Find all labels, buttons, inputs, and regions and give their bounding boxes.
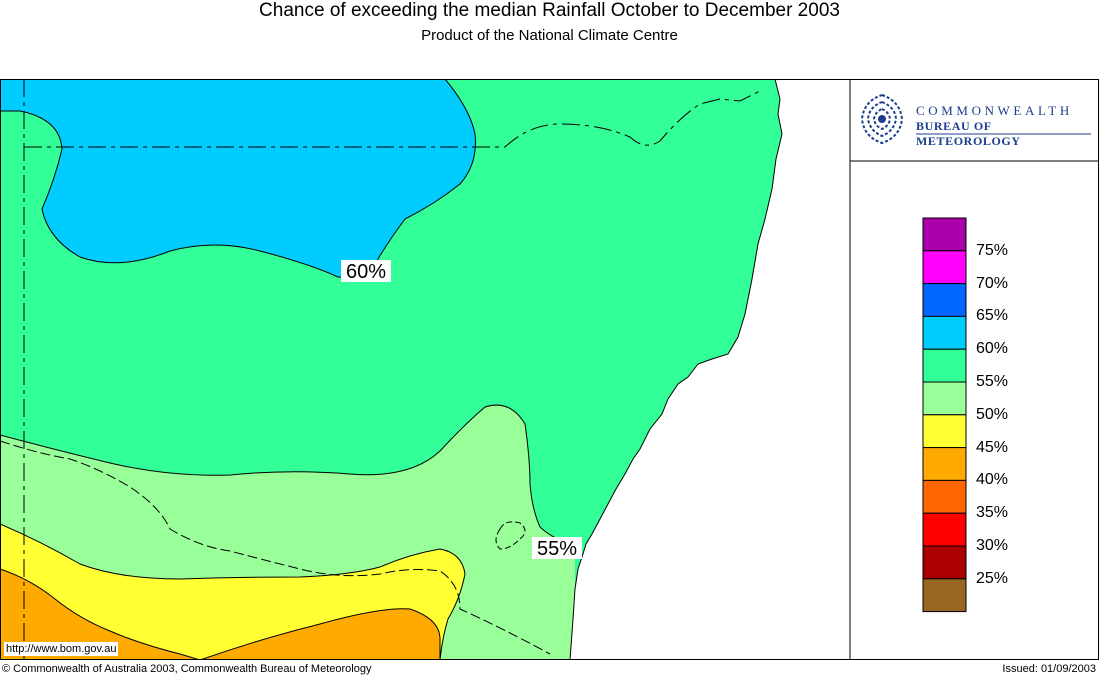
contour-label-55-bg (532, 537, 582, 559)
legend-label: 30% (976, 537, 1009, 554)
legend-swatch (922, 217, 967, 252)
map-panel: 60% 55% (0, 79, 1099, 660)
state-borders (0, 79, 761, 660)
map-title: Chance of exceeding the median Rainfall … (259, 0, 840, 21)
legend-swatch (922, 250, 967, 285)
logo-commonwealth-text: COMMONWEALTH (916, 103, 1073, 118)
legend-swatch (922, 578, 967, 613)
legend-label: 25% (976, 569, 1009, 587)
issued-date: Issued: 01/09/2003 (1002, 663, 1096, 675)
legend-label: 70% (976, 274, 1009, 292)
contour-label-60-bg (341, 260, 391, 282)
legend-label: 75% (976, 241, 1009, 259)
band-40-45-east (200, 608, 440, 660)
legend-swatch (922, 381, 967, 416)
legend-label: 60% (976, 340, 1009, 358)
ocean (570, 79, 850, 660)
coastline (569, 79, 783, 660)
copyright-text: © Commonwealth of Australia 2003, Common… (2, 663, 372, 675)
band-40-45 (0, 569, 200, 660)
legend-swatches (922, 217, 967, 613)
band-55-60-inlet (0, 111, 62, 209)
legend-swatch (922, 348, 967, 383)
legend-swatch (922, 414, 967, 449)
contour-lines (0, 79, 576, 660)
legend-label: 65% (976, 307, 1009, 325)
logo-bureau-text: BUREAU OF METEOROLOGY (916, 119, 1021, 148)
legend-swatch (922, 479, 967, 514)
map-subtitle: Product of the National Climate Centre (421, 27, 678, 44)
legend-label: 45% (976, 438, 1009, 456)
bom-url-link[interactable]: http://www.bom.gov.au (4, 642, 119, 656)
legend-label: 55% (976, 373, 1009, 390)
legend-swatch (922, 512, 967, 547)
legend-label: 50% (976, 405, 1009, 423)
legend-swatch (922, 315, 967, 350)
legend-swatch (922, 545, 967, 580)
band-60-65 (0, 79, 476, 278)
legend-label: 35% (976, 504, 1009, 522)
contour-label-60: 60% (346, 261, 386, 283)
legend-swatch (922, 283, 967, 317)
side-panel (850, 79, 1099, 660)
contour-label-55: 55% (537, 538, 577, 560)
bom-swirl-logo-icon (856, 93, 908, 145)
legend-swatch (922, 447, 967, 481)
legend-label: 40% (976, 471, 1009, 489)
